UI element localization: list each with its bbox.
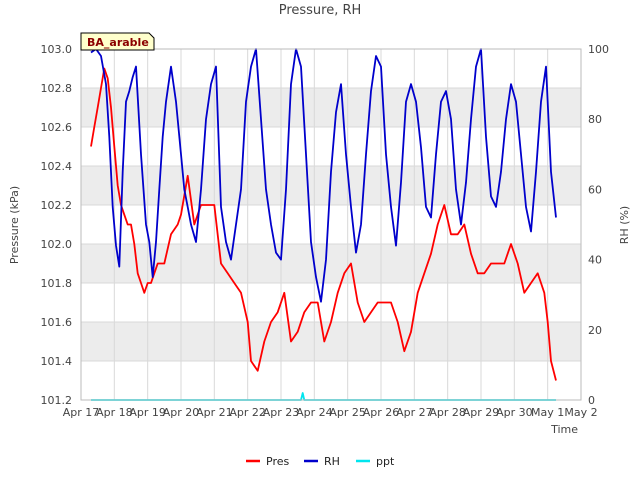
x-axis-label: Time bbox=[550, 423, 578, 436]
left-tick-label: 102.0 bbox=[41, 238, 73, 251]
left-tick-label: 102.2 bbox=[41, 199, 73, 212]
x-tick-label: Apr 18 bbox=[96, 406, 133, 419]
background-band bbox=[81, 322, 581, 361]
x-tick-label: Apr 26 bbox=[363, 406, 400, 419]
left-tick-label: 102.4 bbox=[41, 160, 73, 173]
left-tick-label: 101.6 bbox=[41, 316, 73, 329]
x-tick-label: Apr 19 bbox=[129, 406, 166, 419]
right-axis-label: RH (%) bbox=[618, 206, 631, 244]
x-tick-label: Apr 24 bbox=[296, 406, 333, 419]
left-tick-label: 103.0 bbox=[41, 43, 73, 56]
series-line-pres bbox=[90, 67, 557, 381]
left-tick-label: 101.4 bbox=[41, 355, 73, 368]
chart-title: Pressure, RH bbox=[279, 3, 362, 18]
legend-label-rh: RH bbox=[324, 455, 340, 468]
left-axis-ticks: 101.2 101.4 101.6 101.8 102.0 102.2 102.4 102.6… bbox=[41, 43, 73, 407]
left-tick-label: 101.2 bbox=[41, 394, 73, 407]
x-tick-label: Apr 30 bbox=[496, 406, 533, 419]
x-tick-label: Apr 20 bbox=[163, 406, 200, 419]
site-label: BA_arable bbox=[87, 36, 149, 49]
right-tick-label: 0 bbox=[588, 394, 595, 407]
right-tick-label: 40 bbox=[588, 254, 602, 267]
right-axis-ticks: 0 20 40 60 80 100 bbox=[588, 43, 609, 407]
legend: Pres RH ppt bbox=[246, 455, 395, 468]
x-tick-label: Apr 28 bbox=[429, 406, 466, 419]
left-tick-label: 102.8 bbox=[41, 82, 73, 95]
x-tick-label: May 1 bbox=[531, 406, 564, 419]
x-tick-label: Apr 29 bbox=[463, 406, 500, 419]
right-tick-label: 20 bbox=[588, 324, 602, 337]
x-tick-label: Apr 21 bbox=[196, 406, 233, 419]
left-tick-label: 102.6 bbox=[41, 121, 73, 134]
series-line-rh bbox=[90, 48, 557, 303]
series-line-ppt bbox=[91, 392, 556, 401]
x-tick-label: May 2 bbox=[564, 406, 597, 419]
left-tick-label: 101.8 bbox=[41, 277, 73, 290]
left-axis-label: Pressure (kPa) bbox=[8, 186, 21, 264]
x-tick-label: Apr 22 bbox=[229, 406, 266, 419]
x-tick-label: Apr 17 bbox=[63, 406, 100, 419]
x-tick-label: Apr 25 bbox=[329, 406, 366, 419]
right-tick-label: 60 bbox=[588, 183, 602, 196]
right-tick-label: 80 bbox=[588, 113, 602, 126]
legend-label-ppt: ppt bbox=[376, 455, 395, 468]
x-tick-label: Apr 27 bbox=[396, 406, 433, 419]
right-tick-label: 100 bbox=[588, 43, 609, 56]
plot-frame bbox=[80, 48, 582, 401]
legend-label-pres: Pres bbox=[266, 455, 289, 468]
site-label-box: BA_arable bbox=[80, 32, 155, 51]
x-tick-label: Apr 23 bbox=[263, 406, 300, 419]
